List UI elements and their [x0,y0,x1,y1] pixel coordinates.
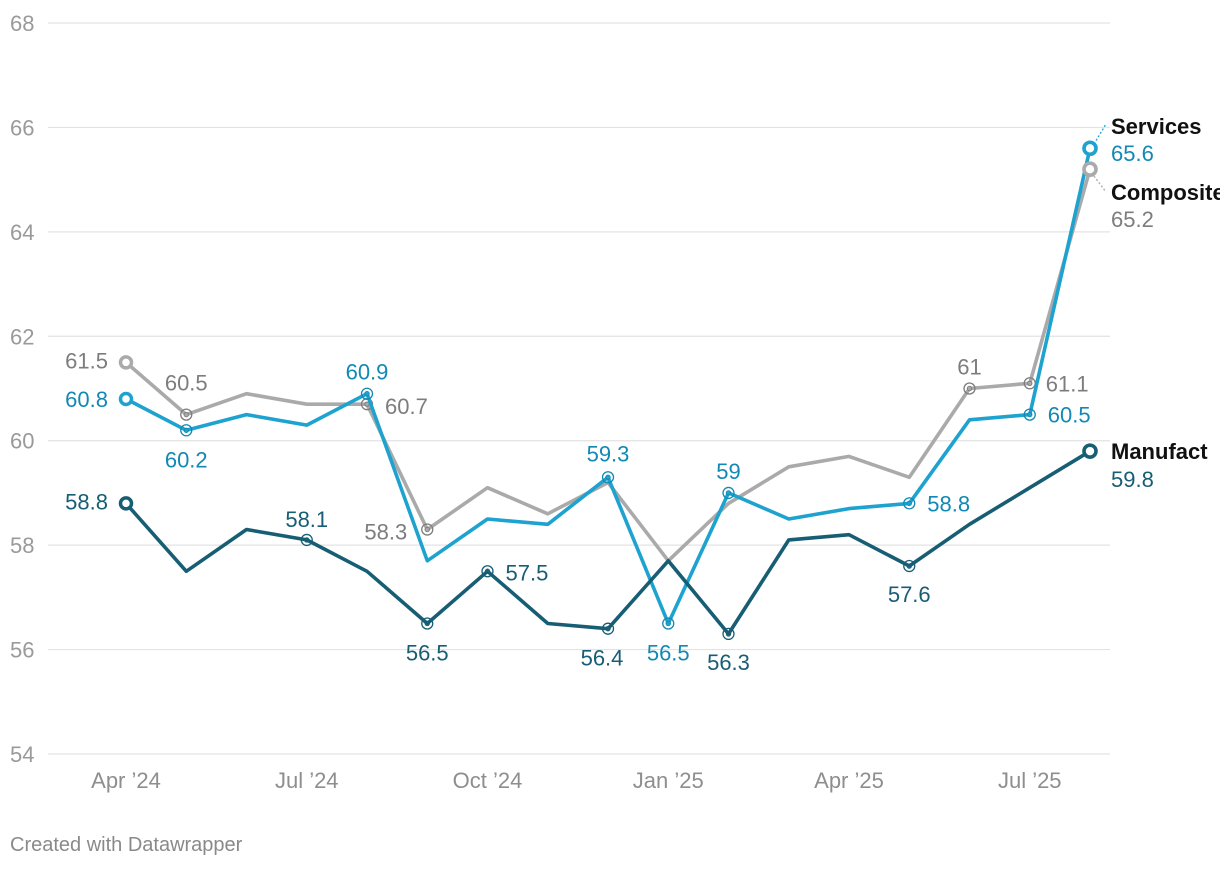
data-point-inner [906,563,912,569]
data-point-inner [1027,380,1033,386]
data-point-inner [725,631,732,637]
series-line [124,146,1092,626]
end-point [1082,140,1098,157]
data-point [118,391,134,407]
x-tick-label: Apr ’24 [91,768,161,793]
data-point [300,533,313,547]
data-label: 58.8 [65,489,108,514]
data-point [118,355,134,370]
x-tick-label: Jul ’25 [998,768,1062,793]
end-point [1082,161,1098,177]
end-value-label: 65.6 [1111,141,1154,166]
data-point [722,486,735,500]
end-point [1082,443,1098,459]
y-tick-label: 54 [10,742,34,767]
y-tick-label: 56 [10,638,34,663]
data-point-inner [424,526,430,533]
data-point-inner [906,500,912,507]
series-end-manufact: Manufact 59.8 [1082,439,1208,492]
y-tick-label: 62 [10,324,34,349]
data-point-inner [605,474,611,480]
data-label: 56.5 [406,640,449,665]
data-point-inner [424,620,430,627]
x-axis: Apr ’24 Jul ’24 Oct ’24 Jan ’25 Apr ’25 Jul ’… [91,768,1061,793]
data-point [963,382,976,395]
data-point-inner [304,537,310,543]
data-label: 61.5 [65,348,108,373]
data-point [360,387,374,400]
x-tick-label: Jul ’24 [275,768,339,793]
data-point [180,424,193,437]
data-label: 58.3 [364,519,407,544]
data-point [662,617,675,630]
data-label: 60.9 [346,360,389,385]
end-value-label: 59.8 [1111,467,1154,492]
data-point-inner [1027,411,1033,418]
data-point [722,627,735,641]
data-label: 56.4 [581,646,624,671]
data-point-inner [183,411,189,418]
data-label: 59 [716,459,740,484]
data-label: 59.3 [587,441,630,466]
data-point-inner [484,568,491,574]
data-point [421,523,434,536]
data-point-inner [966,385,973,392]
series-manufact: 58.8 58.1 56.5 57.5 56.4 56.3 57.6 [65,449,1092,675]
y-tick-label: 68 [10,11,34,36]
data-label: 60.5 [1048,403,1091,428]
data-point-inner [364,391,370,397]
series-line [124,449,1092,636]
data-point [601,471,615,484]
data-point [601,622,615,635]
data-point [421,617,434,630]
y-tick-label: 58 [10,533,34,558]
data-label: 61 [957,355,981,380]
data-label: 60.5 [165,371,208,396]
data-label: 61.1 [1046,371,1089,396]
data-point-inner [605,625,611,632]
x-tick-label: Jan ’25 [633,768,704,793]
data-point-inner [665,620,671,627]
data-point-inner [183,427,189,433]
data-label: 58.8 [927,491,970,516]
line-chart: 54 56 58 60 62 64 66 68 Apr ’24 Jul ’24 Oct ’24 Jan… [10,11,1220,793]
data-point [1023,408,1036,421]
series-name-label: Services [1111,114,1202,139]
x-tick-label: Apr ’25 [814,768,884,793]
data-label: 56.3 [707,650,750,675]
data-point [903,497,916,510]
footer-credit: Created with Datawrapper [10,834,243,856]
data-point [180,408,193,421]
end-value-label: 65.2 [1111,207,1154,232]
data-label: 56.5 [647,640,690,665]
series-name-label: Manufact [1111,439,1208,464]
data-label: 60.7 [385,394,428,419]
data-label: 57.6 [888,582,931,607]
series-name-label: Composite [1111,180,1220,205]
chart-area: 54 56 58 60 62 64 66 68 Apr ’24 Jul ’24 Oct ’24 Jan… [10,11,1220,793]
data-point [481,565,494,578]
y-tick-label: 60 [10,429,34,454]
data-label: 60.2 [165,447,208,472]
data-label: 60.8 [65,387,108,412]
data-point [118,496,134,511]
data-label: 57.5 [506,560,549,585]
y-tick-label: 64 [10,220,34,245]
y-tick-label: 66 [10,115,34,140]
data-label: 58.1 [285,507,328,532]
data-point-inner [725,490,732,496]
data-point [903,559,916,573]
leader-line [1093,175,1107,193]
x-tick-label: Oct ’24 [453,768,523,793]
series-services: 60.8 60.2 60.9 59.3 56.5 59 58.8 60.5 [65,146,1092,665]
